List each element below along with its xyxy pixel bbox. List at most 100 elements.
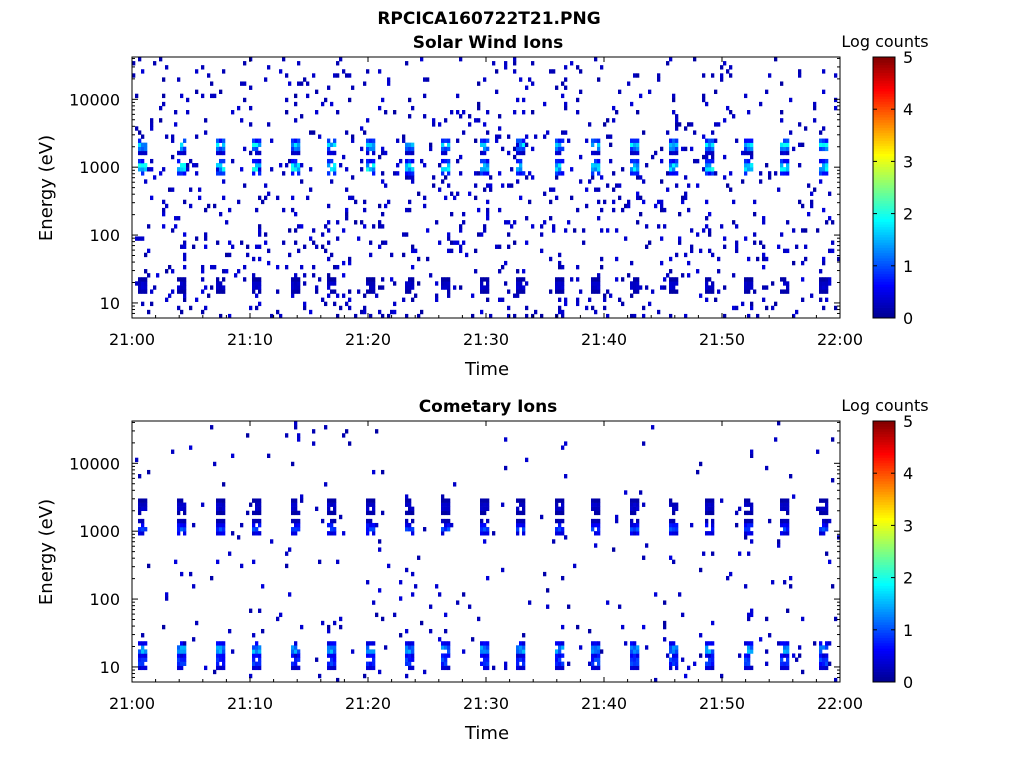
heatmap-cell bbox=[690, 522, 694, 528]
heatmap-cell bbox=[657, 77, 661, 82]
heatmap-cell bbox=[444, 641, 448, 646]
heatmap-cell bbox=[255, 641, 259, 646]
heatmap-cell bbox=[756, 313, 760, 319]
heatmap-cell bbox=[594, 150, 598, 156]
heatmap-cell bbox=[258, 518, 262, 524]
heatmap-cell bbox=[249, 122, 253, 127]
heatmap-cell bbox=[366, 580, 370, 585]
heatmap-cell bbox=[180, 645, 184, 650]
heatmap-cell bbox=[480, 142, 484, 148]
heatmap-cell bbox=[708, 167, 712, 172]
heatmap-cell bbox=[816, 228, 820, 233]
heatmap-cell bbox=[747, 518, 751, 524]
heatmap-cell bbox=[555, 167, 559, 172]
heatmap-cell bbox=[336, 559, 340, 565]
colorbar-segment bbox=[873, 242, 895, 246]
heatmap-cell bbox=[747, 138, 751, 143]
heatmap-cell bbox=[705, 285, 709, 290]
heatmap-cell bbox=[516, 527, 520, 532]
heatmap-cell bbox=[483, 661, 487, 666]
heatmap-cell bbox=[141, 142, 145, 148]
heatmap-cell bbox=[753, 211, 757, 217]
x-tick-label: 21:50 bbox=[699, 694, 745, 713]
heatmap-cell bbox=[459, 171, 463, 176]
heatmap-cell bbox=[447, 285, 451, 290]
heatmap-cell bbox=[507, 134, 511, 139]
heatmap-cell bbox=[219, 163, 223, 168]
heatmap-cell bbox=[504, 260, 508, 266]
heatmap-cell bbox=[699, 248, 703, 254]
heatmap-cell bbox=[216, 142, 220, 148]
heatmap-cell bbox=[165, 297, 169, 302]
heatmap-cell bbox=[447, 506, 451, 512]
heatmap-cell bbox=[171, 154, 175, 160]
heatmap-cell bbox=[798, 69, 802, 74]
heatmap-cell bbox=[597, 510, 601, 516]
heatmap-cell bbox=[387, 81, 391, 86]
heatmap-cell bbox=[708, 665, 712, 671]
heatmap-cell bbox=[555, 277, 559, 282]
heatmap-cell bbox=[255, 150, 259, 156]
heatmap-cell bbox=[603, 122, 607, 127]
heatmap-cell bbox=[555, 175, 559, 180]
heatmap-cell bbox=[471, 293, 475, 298]
heatmap-cell bbox=[180, 527, 184, 532]
heatmap-cell bbox=[600, 264, 604, 270]
heatmap-cell bbox=[765, 285, 769, 290]
heatmap-cell bbox=[378, 69, 382, 74]
heatmap-cell bbox=[183, 281, 187, 286]
heatmap-cell bbox=[624, 641, 628, 646]
heatmap-cell bbox=[183, 150, 187, 156]
heatmap-cell bbox=[177, 289, 181, 294]
heatmap-cell bbox=[705, 150, 709, 156]
heatmap-cell bbox=[636, 653, 640, 658]
heatmap-cell bbox=[636, 73, 640, 78]
heatmap-cell bbox=[759, 637, 763, 642]
colorbar-segment bbox=[873, 57, 895, 61]
colorbar-segment bbox=[873, 192, 895, 196]
heatmap-cell bbox=[369, 522, 373, 528]
heatmap-cell bbox=[381, 277, 385, 282]
colorbar-segment bbox=[873, 88, 895, 92]
colorbar-segment bbox=[873, 606, 895, 610]
heatmap-cell bbox=[627, 199, 631, 205]
heatmap-cell bbox=[597, 77, 601, 82]
heatmap-cell bbox=[744, 167, 748, 172]
colorbar-segment bbox=[873, 449, 895, 453]
heatmap-cell bbox=[597, 285, 601, 290]
heatmap-cell bbox=[258, 649, 262, 654]
heatmap-cell bbox=[441, 527, 445, 532]
heatmap-cell bbox=[222, 142, 226, 148]
heatmap-cell bbox=[219, 531, 223, 536]
heatmap-cell bbox=[180, 277, 184, 282]
heatmap-cell bbox=[360, 220, 364, 225]
heatmap-cell bbox=[672, 506, 676, 512]
heatmap-cell bbox=[597, 498, 601, 503]
heatmap-cell bbox=[693, 130, 697, 135]
heatmap-cell bbox=[330, 665, 334, 671]
heatmap-cell bbox=[711, 252, 715, 258]
heatmap-cell bbox=[639, 211, 643, 217]
heatmap-cell bbox=[642, 624, 646, 630]
heatmap-cell bbox=[183, 297, 187, 302]
heatmap-cell bbox=[768, 518, 772, 524]
heatmap-cell bbox=[825, 502, 829, 507]
heatmap-cell bbox=[258, 142, 262, 148]
heatmap-cell bbox=[447, 518, 451, 524]
heatmap-cell bbox=[285, 563, 289, 569]
heatmap-cell bbox=[228, 628, 232, 634]
heatmap-cell bbox=[633, 645, 637, 650]
heatmap-cell bbox=[177, 522, 181, 528]
heatmap-cell bbox=[171, 449, 175, 454]
heatmap-cell bbox=[369, 502, 373, 507]
heatmap-cell bbox=[336, 61, 340, 66]
heatmap-cell bbox=[252, 256, 256, 262]
colorbar-segment bbox=[873, 533, 895, 537]
colorbar-segment bbox=[873, 226, 895, 230]
heatmap-cell bbox=[633, 163, 637, 168]
heatmap-cell bbox=[216, 661, 220, 666]
heatmap-cell bbox=[561, 510, 565, 516]
heatmap-cell bbox=[735, 240, 739, 245]
heatmap-cell bbox=[681, 273, 685, 278]
